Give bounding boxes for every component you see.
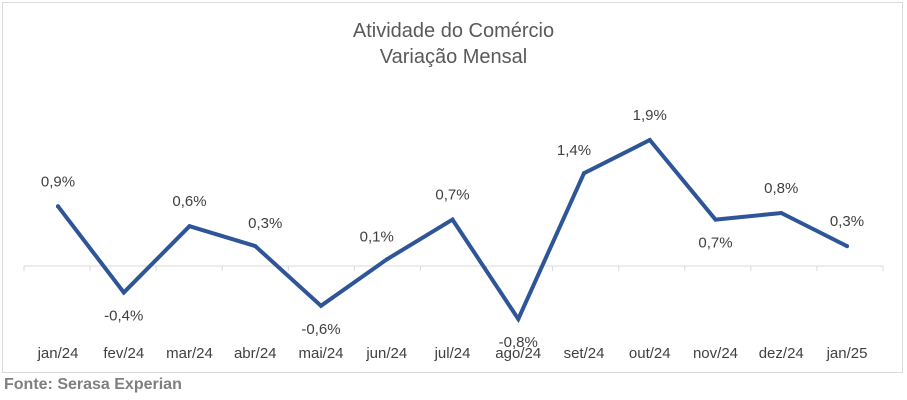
x-tick-label: jan/25 <box>826 345 868 362</box>
x-tick-label: abr/24 <box>234 345 277 362</box>
data-label: -0,8% <box>499 334 538 351</box>
x-tick-label: jun/24 <box>365 345 407 362</box>
x-tick-label: ago/24 <box>495 345 541 362</box>
chart-title-block: Atividade do Comércio Variação Mensal <box>0 18 907 70</box>
chart-frame <box>2 2 903 373</box>
data-label: 0,3% <box>830 213 864 230</box>
data-point <box>845 244 849 249</box>
series-line <box>56 137 849 324</box>
x-tick-label: jul/24 <box>434 345 471 362</box>
line-chart: 0,9% -0,4% 0,6% 0,3% -0,6% 0,1% 0,7% -0,8% 1,4% 1… <box>23 107 884 362</box>
data-label: 0,8% <box>764 180 798 197</box>
data-point <box>56 204 60 209</box>
data-point <box>187 224 192 229</box>
data-point <box>582 171 586 176</box>
data-point <box>779 210 784 215</box>
data-point <box>253 244 258 249</box>
chart-subtitle: Variação Mensal <box>379 46 528 68</box>
data-label: 0,7% <box>698 235 732 252</box>
x-tick-label: nov/24 <box>693 345 738 362</box>
data-point <box>516 317 521 322</box>
data-point <box>319 303 323 308</box>
data-point <box>713 217 718 222</box>
data-point <box>647 138 652 143</box>
data-label: 0,7% <box>435 187 469 204</box>
data-label: 0,6% <box>172 193 206 210</box>
data-label: 1,4% <box>557 142 591 159</box>
data-label: -0,6% <box>301 321 340 338</box>
x-tick-label: mai/24 <box>298 345 343 362</box>
data-label: 0,9% <box>41 173 75 190</box>
data-point <box>384 257 389 262</box>
x-tick-label: out/24 <box>629 345 671 362</box>
x-tick-label: mar/24 <box>166 345 213 362</box>
data-label: -0,4% <box>104 308 143 325</box>
data-label: 1,9% <box>633 107 667 124</box>
x-tick-label: jan/24 <box>37 345 79 362</box>
data-point <box>121 290 126 295</box>
x-tick-label: fev/24 <box>103 345 144 362</box>
x-tick-label: dez/24 <box>759 345 804 362</box>
x-tick-label: set/24 <box>564 345 605 362</box>
data-label: 0,3% <box>248 215 282 232</box>
chart-title: Atividade do Comércio <box>352 20 555 42</box>
data-point <box>450 217 455 222</box>
data-label: 0,1% <box>360 228 394 245</box>
source-note: Fonte: Serasa Experian <box>4 376 182 393</box>
